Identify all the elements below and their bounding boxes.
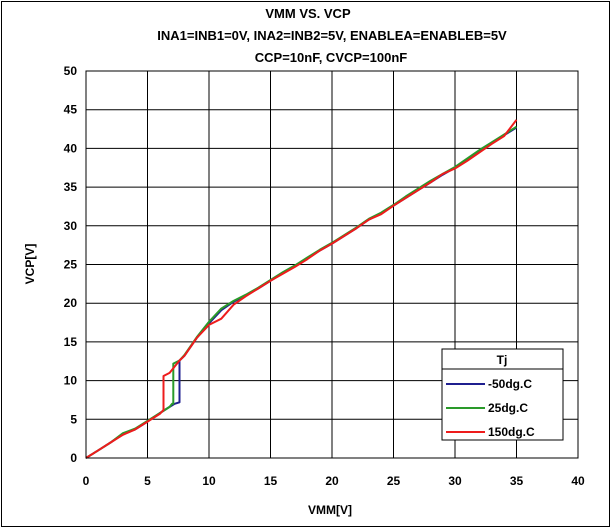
x-tick-label: 30	[448, 474, 462, 488]
x-tick-label: 10	[202, 474, 216, 488]
chart-subtitle-line-2: CCP=10nF, CVCP=100nF	[255, 50, 408, 65]
legend: Tj -50dg.C 25dg.C 150dg.C	[441, 348, 564, 441]
legend-label-2: 150dg.C	[488, 425, 535, 439]
plot-area	[85, 70, 579, 459]
x-tick-labels: 0 5 10 15 20 25 30 35 40	[83, 474, 585, 488]
series-lines	[85, 119, 518, 459]
y-tick-label: 0	[70, 451, 77, 465]
y-tick-label: 15	[64, 335, 78, 349]
y-tick-label: 50	[64, 64, 78, 78]
y-tick-label: 10	[64, 374, 78, 388]
chart-subtitle-line-1: INA1=INB1=0V, INA2=INB2=5V, ENABLEA=ENAB…	[157, 28, 507, 43]
series-line-150dg.C	[85, 119, 518, 459]
x-tick-label: 25	[387, 474, 401, 488]
y-tick-labels: 0 5 10 15 20 25 30 35 40 45 50	[64, 64, 78, 465]
y-tick-label: 40	[64, 141, 78, 155]
y-tick-label: 20	[64, 296, 78, 310]
y-axis-label: VCP[V]	[23, 244, 37, 285]
x-tick-label: 0	[83, 474, 90, 488]
x-tick-label: 40	[571, 474, 585, 488]
x-tick-label: 5	[144, 474, 151, 488]
x-axis-label: VMM[V]	[308, 503, 352, 517]
x-tick-label: 35	[510, 474, 524, 488]
y-tick-label: 35	[64, 180, 78, 194]
x-tick-label: 20	[325, 474, 339, 488]
legend-title: Tj	[497, 353, 508, 367]
legend-label-1: 25dg.C	[488, 401, 528, 415]
y-tick-label: 30	[64, 219, 78, 233]
legend-label-0: -50dg.C	[488, 377, 532, 391]
chart-title: VMM VS. VCP	[265, 6, 351, 21]
y-tick-label: 5	[70, 412, 77, 426]
x-tick-label: 15	[264, 474, 278, 488]
y-tick-label: 45	[64, 103, 78, 117]
y-tick-label: 25	[64, 258, 78, 272]
legend-box	[441, 348, 564, 441]
